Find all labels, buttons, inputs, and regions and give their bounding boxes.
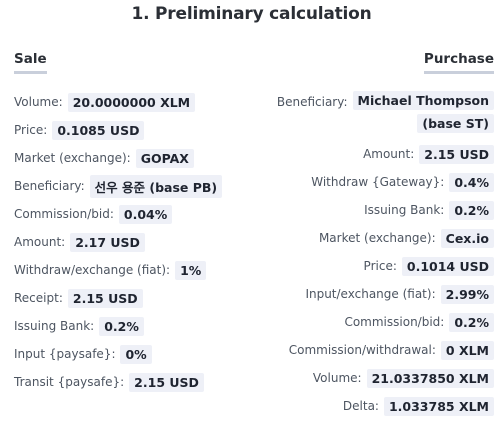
row-label: Beneficiary:: [14, 179, 85, 193]
row-value: 0.04%: [118, 204, 173, 224]
sale-row-commission-bid: Commission/bid: 0.04%: [14, 204, 173, 224]
row-label: Beneficiary:: [276, 95, 348, 109]
purchase-row-withdraw-gateway: Withdraw {Gateway}: 0.4%: [311, 172, 494, 192]
row-value: 선우 용준 (base PB): [89, 174, 223, 198]
row-value: 2.99%: [440, 284, 494, 304]
row-label: Volume:: [312, 371, 362, 385]
row-label: Market (exchange):: [14, 151, 131, 165]
row-value: 0.1014 USD: [401, 256, 494, 276]
row-value: 0%: [120, 344, 152, 364]
purchase-row-price: Price: 0.1014 USD: [364, 256, 494, 276]
row-value: 2.15 USD: [129, 372, 204, 392]
row-value: 21.0337850 XLM: [366, 368, 494, 388]
sale-heading: Sale: [14, 51, 47, 74]
row-label: Volume:: [14, 95, 63, 109]
row-label: Amount:: [363, 147, 415, 161]
row-label: Price:: [14, 123, 48, 137]
row-label: Receipt:: [14, 291, 63, 305]
sale-row-amount: Amount: 2.17 USD: [14, 232, 145, 252]
row-value: 1%: [175, 260, 207, 280]
row-label: Input {paysafe}:: [14, 347, 116, 361]
row-label: Input/exchange (fiat):: [305, 287, 436, 301]
row-value: 0.2%: [449, 312, 494, 332]
sale-row-beneficiary: Beneficiary: 선우 용준 (base PB): [14, 174, 223, 198]
purchase-row-input-exchange: Input/exchange (fiat): 2.99%: [305, 284, 494, 304]
row-value: 0.2%: [449, 200, 494, 220]
sale-row-receipt: Receipt: 2.15 USD: [14, 288, 143, 308]
sale-row-price: Price: 0.1085 USD: [14, 120, 145, 140]
row-value: Cex.io: [440, 228, 494, 248]
sale-row-withdraw-exchange: Withdraw/exchange (fiat): 1%: [14, 260, 207, 280]
row-value: 0.2%: [99, 316, 144, 336]
purchase-row-commission-bid: Commission/bid: 0.2%: [344, 312, 494, 332]
row-label: Commission/withdrawal:: [288, 343, 436, 357]
purchase-row-volume: Volume: 21.0337850 XLM: [313, 368, 494, 388]
row-value: 20.0000000 XLM: [67, 92, 196, 112]
sale-row-transit: Transit {paysafe}: 2.15 USD: [14, 372, 204, 392]
row-value-line2: (base ST): [417, 114, 494, 133]
row-label: Delta:: [342, 399, 379, 413]
row-label: Price:: [363, 259, 397, 273]
row-value: 2.15 USD: [419, 144, 494, 164]
purchase-row-amount: Amount: 2.15 USD: [363, 144, 494, 164]
row-value: 0.1085 USD: [52, 120, 145, 140]
purchase-row-commission-withdrawal: Commission/withdrawal: 0 XLM: [289, 340, 494, 360]
row-label: Market (exchange):: [318, 231, 436, 245]
row-value-line1: Michael Thompson: [352, 91, 494, 110]
sale-row-issuing-bank: Issuing Bank: 0.2%: [14, 316, 144, 336]
purchase-heading: Purchase: [423, 51, 494, 74]
row-label: Transit {paysafe}:: [14, 375, 125, 389]
sale-row-input: Input {paysafe}: 0%: [14, 344, 152, 364]
row-label: Withdraw/exchange (fiat):: [14, 263, 171, 277]
page-title: 1. Preliminary calculation: [131, 4, 372, 24]
row-value: 2.15 USD: [67, 288, 143, 308]
purchase-row-market: Market (exchange): Cex.io: [319, 228, 494, 248]
row-value: 1.033785 XLM: [383, 396, 494, 416]
row-label: Issuing Bank:: [364, 203, 445, 217]
row-label: Withdraw {Gateway}:: [311, 175, 445, 189]
row-label: Commission/bid:: [344, 315, 445, 329]
purchase-row-delta: Delta: 1.033785 XLM: [343, 396, 494, 416]
purchase-row-beneficiary: Beneficiary: Michael Thompson (base ST): [277, 91, 494, 137]
row-value: GOPAX: [135, 148, 194, 168]
row-label: Commission/bid:: [14, 207, 114, 221]
sale-row-market: Market (exchange): GOPAX: [14, 148, 194, 168]
row-value: 0.4%: [449, 172, 494, 192]
row-value: 2.17 USD: [70, 232, 145, 252]
sale-row-volume: Volume: 20.0000000 XLM: [14, 92, 196, 112]
row-label: Issuing Bank:: [14, 319, 95, 333]
purchase-row-issuing-bank: Issuing Bank: 0.2%: [364, 200, 494, 220]
row-value: 0 XLM: [440, 340, 494, 360]
row-label: Amount:: [14, 235, 66, 249]
